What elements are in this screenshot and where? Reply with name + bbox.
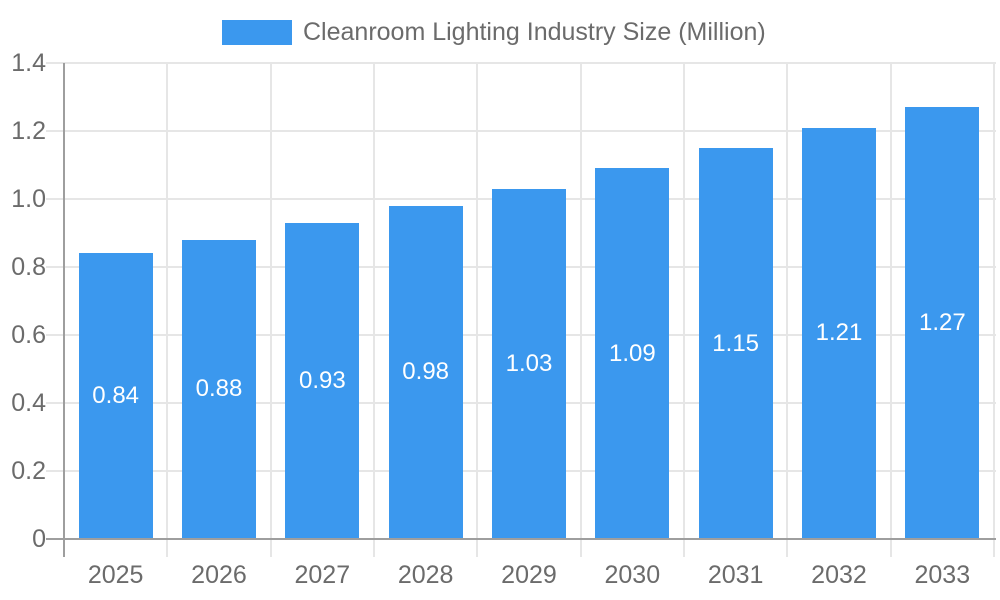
x-tick-label: 2028 (397, 561, 454, 589)
bar[interactable]: 0.93 (285, 222, 360, 539)
x-tick-label: 2029 (501, 561, 557, 589)
y-axis-tick (46, 62, 64, 64)
y-axis-tick (46, 130, 64, 132)
gridline-vertical (373, 63, 375, 557)
x-axis-line (46, 538, 996, 540)
gridline-vertical (269, 63, 272, 557)
bar[interactable]: 1.09 (595, 168, 670, 539)
bar-value-label: 0.84 (92, 382, 140, 410)
bar[interactable]: 0.88 (182, 239, 256, 539)
y-tick-label: 0 (32, 525, 46, 553)
gridline-vertical (166, 63, 169, 557)
y-tick-label: 0.8 (11, 253, 46, 281)
y-tick-label: 0.6 (11, 321, 46, 349)
y-tick-label: 0.2 (11, 457, 46, 485)
y-axis-tick (46, 334, 64, 336)
bar-value-label: 1.21 (815, 319, 863, 347)
legend-label[interactable]: Cleanroom Lighting Industry Size (Millio… (303, 18, 766, 46)
x-tick-label: 2031 (707, 561, 764, 589)
gridline-vertical (993, 63, 995, 557)
gridline-vertical (889, 63, 892, 557)
y-tick-label: 1.0 (11, 185, 46, 213)
gridline-vertical (476, 63, 479, 557)
bar-value-label: 0.98 (402, 358, 450, 386)
bar[interactable]: 1.15 (698, 148, 773, 539)
bar-value-label: 0.88 (195, 375, 243, 403)
y-axis-tick (46, 198, 64, 200)
bar-value-label: 1.09 (608, 339, 656, 367)
bar-value-label: 0.93 (298, 366, 346, 394)
x-tick-label: 2025 (87, 561, 144, 589)
x-tick-label: 2030 (604, 561, 661, 589)
y-tick-label: 1.2 (11, 117, 46, 145)
y-tick-label: 0.4 (11, 389, 46, 417)
x-tick-label: 2026 (191, 561, 247, 589)
bar[interactable]: 0.98 (388, 205, 463, 539)
bar[interactable]: 1.03 (492, 188, 566, 539)
y-axis-tick (46, 266, 64, 268)
x-tick-label: 2027 (294, 561, 351, 589)
bar-value-label: 1.03 (505, 349, 553, 377)
x-tick-label: 2033 (914, 561, 971, 589)
bar[interactable]: 1.21 (802, 127, 876, 539)
legend-swatch[interactable] (222, 19, 292, 45)
gridline-vertical (786, 63, 789, 557)
y-axis-tick (46, 402, 64, 404)
bar-value-label: 1.27 (918, 309, 966, 337)
gridline-vertical (683, 63, 685, 557)
bar-value-label: 1.15 (712, 329, 760, 357)
y-axis-line (63, 63, 65, 557)
bar[interactable]: 0.84 (78, 253, 153, 539)
bar[interactable]: 1.27 (905, 107, 980, 539)
y-axis-tick (46, 470, 64, 472)
y-tick-label: 1.4 (11, 49, 46, 77)
gridline-vertical (579, 63, 582, 557)
gridline-horizontal (64, 130, 996, 132)
legend[interactable]: Cleanroom Lighting Industry Size (Millio… (222, 17, 766, 47)
gridline-horizontal (64, 62, 996, 64)
x-tick-label: 2032 (811, 561, 867, 589)
